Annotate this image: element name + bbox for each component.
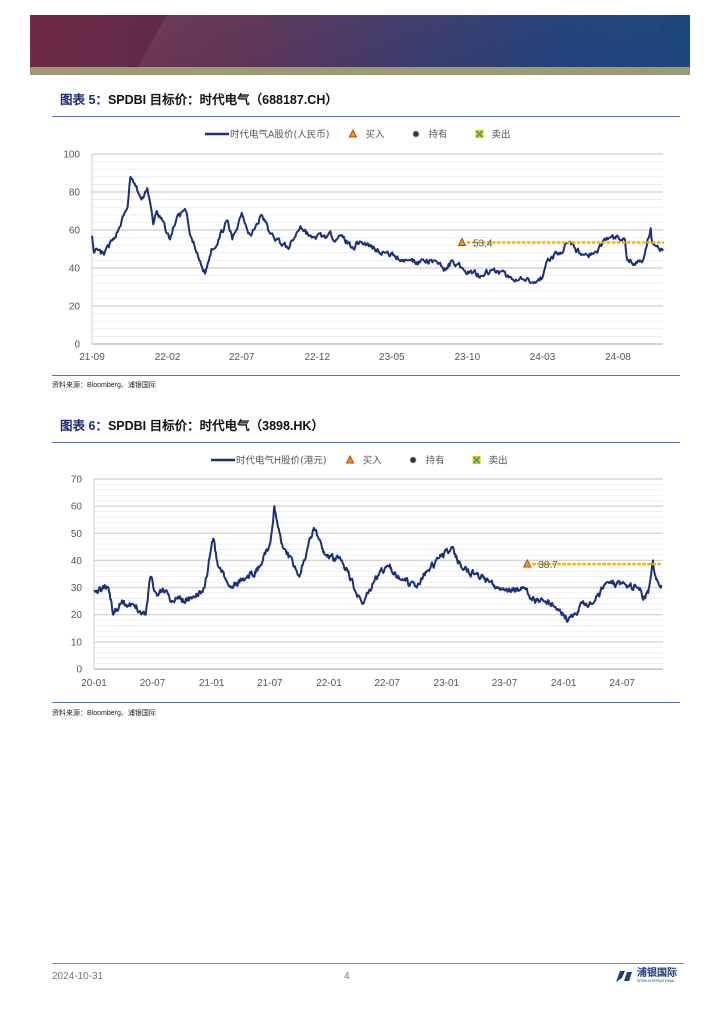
legend-label: 持有 <box>428 129 447 141</box>
figure-6-source: 资料来源：Bloomberg、浦银国际 <box>52 710 156 717</box>
x-tick-label: 23-10 <box>455 352 481 363</box>
price-line <box>93 505 663 623</box>
y-tick-label: 60 <box>69 226 81 237</box>
y-tick-label: 50 <box>71 529 83 540</box>
figure-6-chart: 0 10 20 30 40 50 60 70 20-01 20-07 21-01 21-07 22-01… <box>71 454 665 689</box>
target-price-label: 53.4 <box>473 239 493 250</box>
buy-marker-icon <box>457 237 467 247</box>
x-tick-label: 22-12 <box>304 352 330 363</box>
x-tick-label: 23-05 <box>379 352 405 363</box>
figure-5-source: 资料来源：Bloomberg、浦银国际 <box>52 382 156 389</box>
legend-circle-icon <box>409 456 417 464</box>
y-tick-label: 60 <box>71 502 83 513</box>
y-tick-label: 0 <box>74 340 80 351</box>
company-logo: 浦银国际 SPDB INTERNATIONAL <box>614 968 677 984</box>
x-tick-label: 23-01 <box>434 678 460 689</box>
y-tick-label: 40 <box>69 264 81 275</box>
y-tick-label: 70 <box>71 475 83 486</box>
x-tick-label: 24-03 <box>530 352 556 363</box>
x-tick-label: 22-07 <box>374 678 400 689</box>
y-tick-label: 10 <box>71 637 83 648</box>
legend-label: 卖出 <box>491 129 510 141</box>
y-tick-label: 30 <box>71 583 83 594</box>
y-tick-label: 40 <box>71 556 83 567</box>
legend-circle-icon <box>412 130 420 138</box>
legend-triangle-icon <box>348 128 358 138</box>
x-tick-label: 24-01 <box>551 678 577 689</box>
legend-label: 时代电气A股价(人民币) <box>230 129 329 141</box>
figure-5-title-text: SPDBI 目标价：时代电气（688187.CH） <box>107 93 338 107</box>
x-tick-label: 20-01 <box>81 678 107 689</box>
figure-5-top-rule <box>52 116 680 117</box>
legend-label: 时代电气H股价(港元) <box>236 455 327 467</box>
figure-5-chart: 0 20 40 60 80 100 21-09 22-02 22-07 22-12 23-05 23-… <box>63 128 665 363</box>
logo-mark-icon <box>616 971 632 982</box>
x-tick-label: 24-07 <box>609 678 635 689</box>
figure-5-label: 图表 5： <box>60 93 108 107</box>
legend-label: 买入 <box>365 130 385 141</box>
figure-6-top-rule <box>52 442 680 443</box>
x-tick-label: 21-01 <box>199 678 225 689</box>
x-tick-label: 24-08 <box>605 352 631 363</box>
legend-label: 持有 <box>426 455 445 467</box>
x-tick-label: 20-07 <box>140 678 166 689</box>
y-tick-label: 20 <box>69 302 81 313</box>
buy-marker-icon <box>523 558 532 568</box>
header-accent-bar <box>30 67 690 75</box>
footer-date: 2024-10-31 <box>52 971 104 982</box>
y-tick-label: 100 <box>63 150 80 161</box>
legend-x-icon <box>475 130 483 138</box>
banner-facet <box>126 15 674 67</box>
figure-6-title: 图表 6：SPDBI 目标价：时代电气（3898.HK） <box>60 415 324 434</box>
x-tick-label: 23-07 <box>492 678 518 689</box>
legend-label: 卖出 <box>489 455 508 467</box>
x-tick-label: 21-09 <box>79 352 105 363</box>
y-tick-label: 20 <box>71 610 83 621</box>
logo-text: 浦银国际 <box>637 968 677 979</box>
y-tick-label: 80 <box>69 188 81 199</box>
target-price-label: 38.7 <box>538 560 558 571</box>
legend-x-icon <box>473 456 481 464</box>
x-tick-label: 22-02 <box>155 352 181 363</box>
header-banner <box>30 15 690 67</box>
figure-6-bottom-rule <box>52 702 680 703</box>
legend-triangle-icon <box>345 454 355 464</box>
legend-label: 买入 <box>363 456 383 467</box>
x-tick-label: 21-07 <box>257 678 283 689</box>
figure-5-title: 图表 5：SPDBI 目标价：时代电气（688187.CH） <box>60 89 338 108</box>
x-tick-label: 22-01 <box>316 678 342 689</box>
footer-rule <box>52 963 684 964</box>
logo-subtext: SPDB INTERNATIONAL <box>637 979 676 983</box>
y-tick-label: 0 <box>76 665 82 676</box>
page-number: 4 <box>344 971 350 982</box>
figure-6-label: 图表 6： <box>60 419 108 433</box>
figure-5-bottom-rule <box>52 375 680 376</box>
x-tick-label: 22-07 <box>229 352 255 363</box>
figure-6-title-text: SPDBI 目标价：时代电气（3898.HK） <box>107 419 324 433</box>
